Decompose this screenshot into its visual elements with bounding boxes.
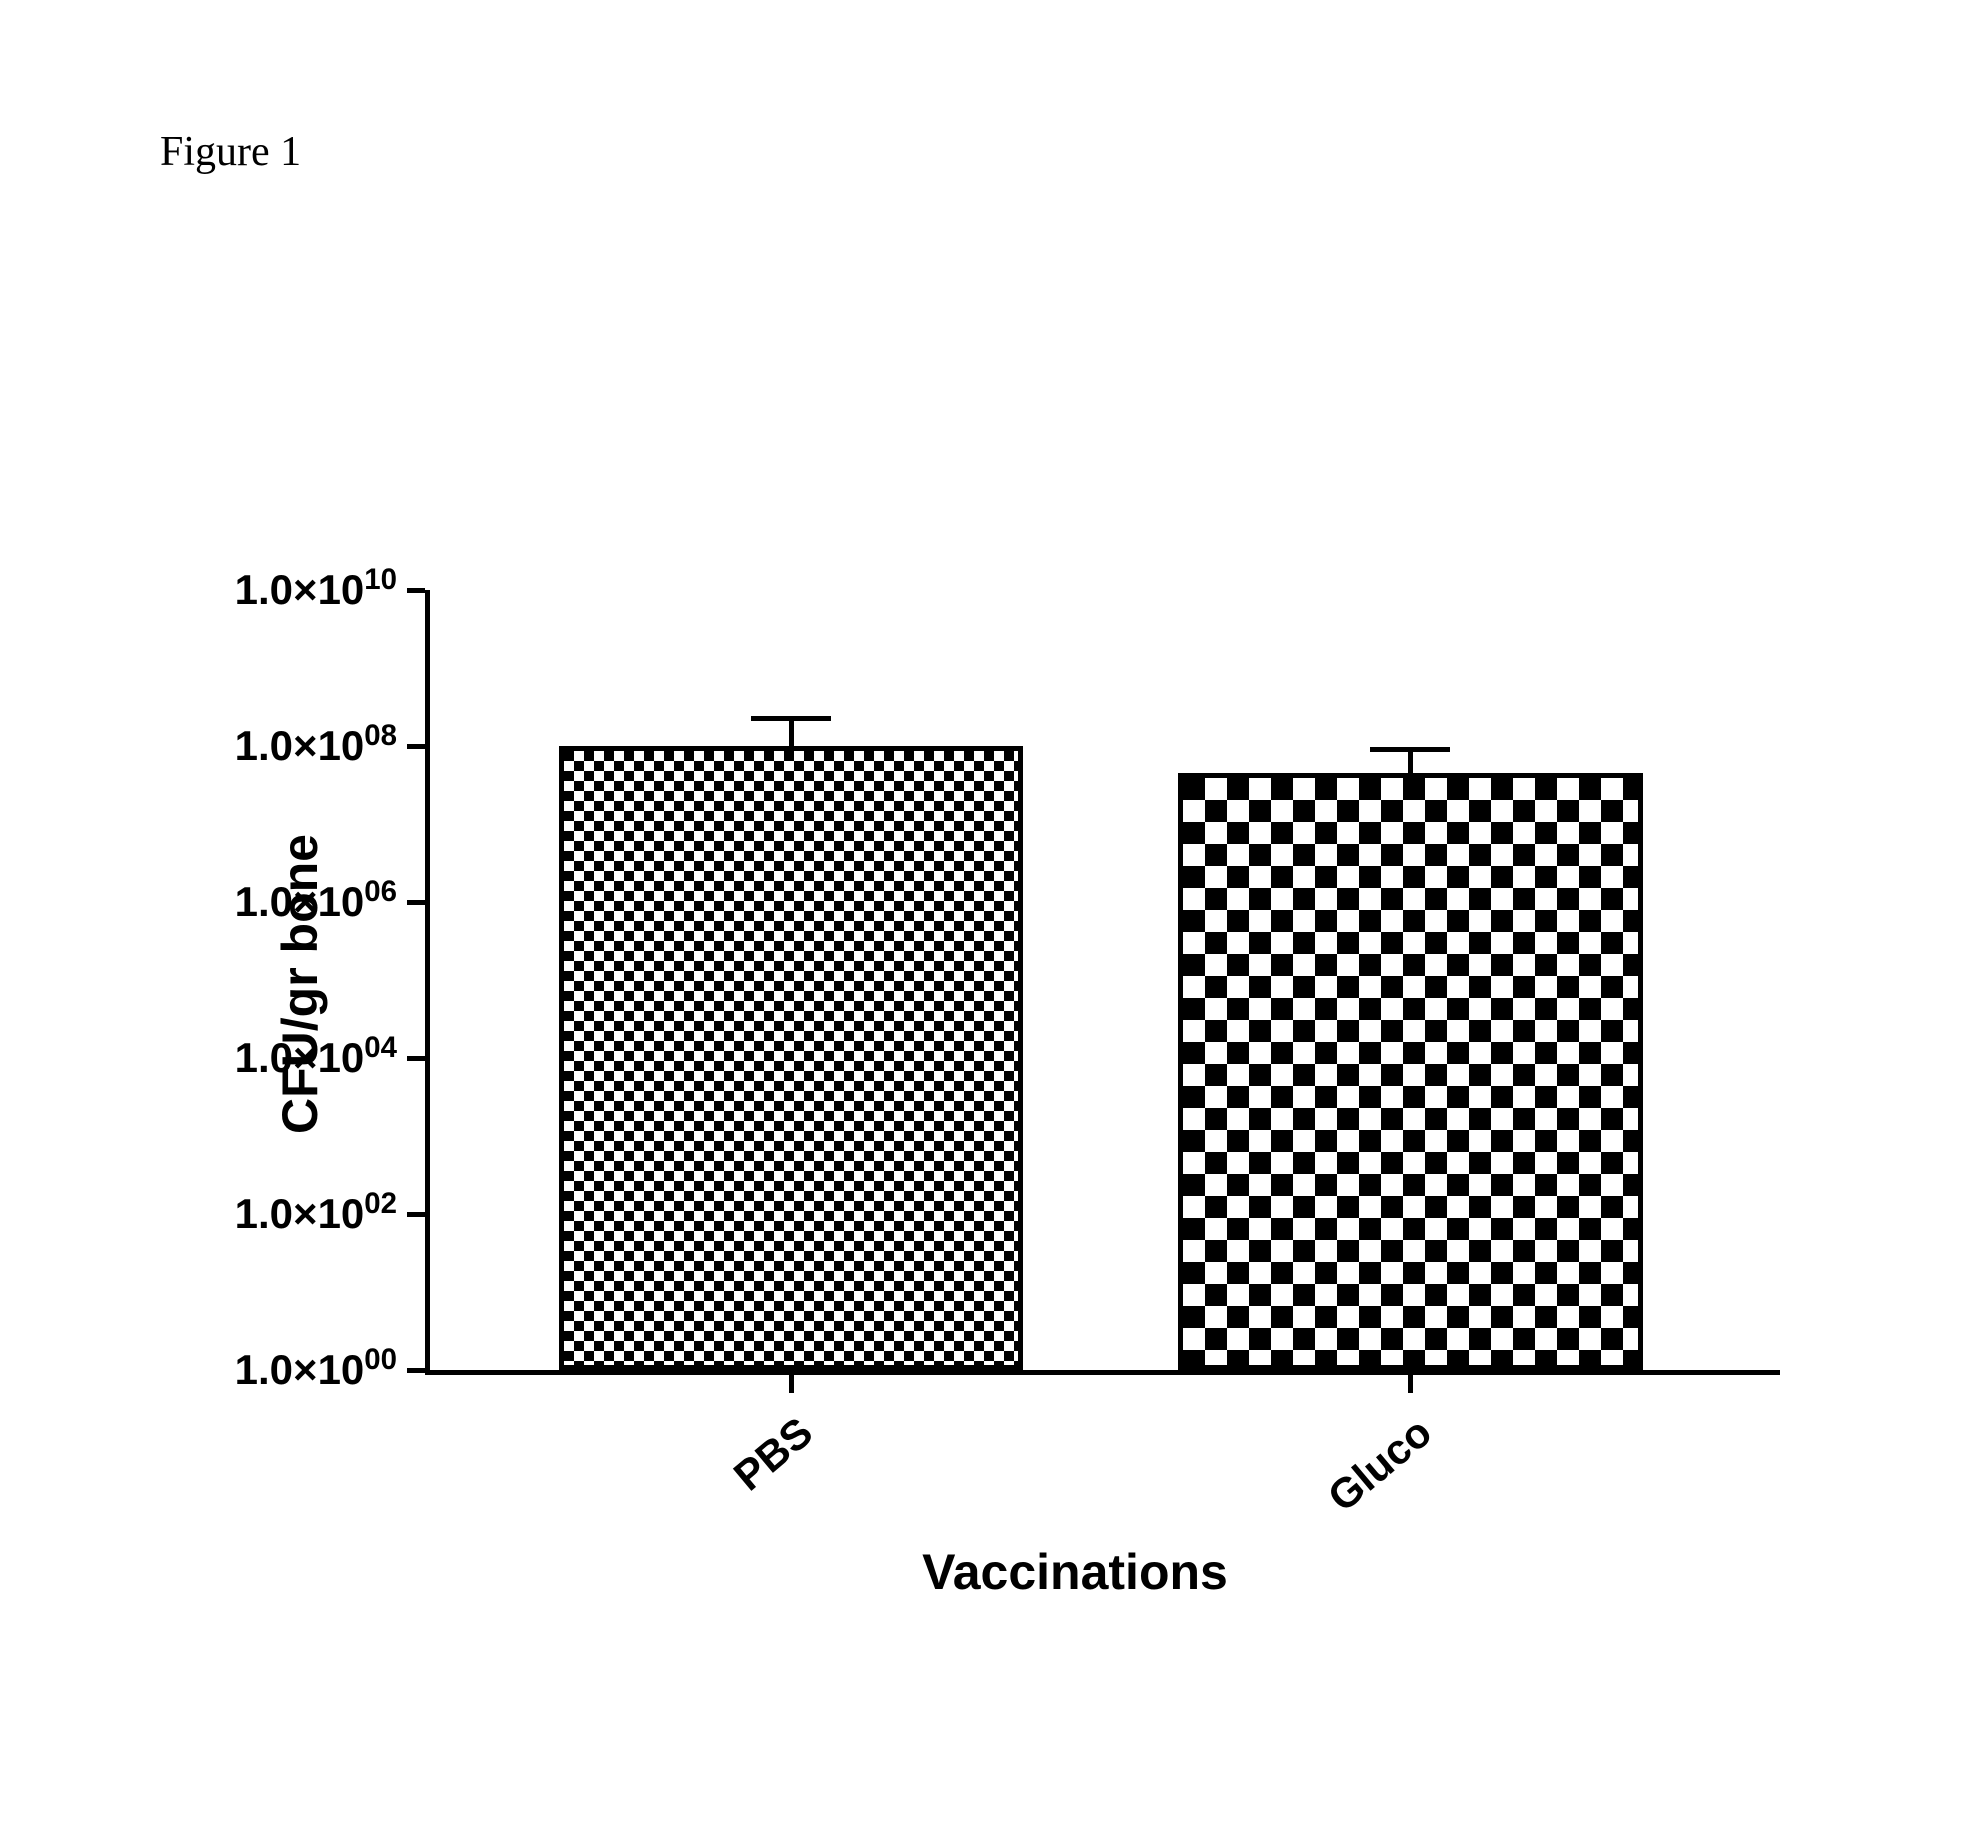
y-tick-label: 1.0×1010 <box>235 563 397 614</box>
y-tick <box>407 1212 425 1217</box>
bar <box>1178 773 1642 1370</box>
error-bar-line <box>1408 750 1413 773</box>
y-tick <box>407 1056 425 1061</box>
error-bar-cap <box>1370 747 1450 752</box>
y-tick-label: 1.0×1002 <box>235 1187 397 1238</box>
page: Figure 1 CFU/gr bone Vaccinations 1.0×10… <box>0 0 1979 1826</box>
bar <box>559 746 1023 1370</box>
y-tick <box>407 900 425 905</box>
y-tick-label: 1.0×1006 <box>235 875 397 926</box>
x-axis-title: Vaccinations <box>922 1543 1228 1601</box>
y-tick-label: 1.0×1008 <box>235 719 397 770</box>
error-bar-cap <box>751 716 831 721</box>
y-tick-label: 1.0×1000 <box>235 1343 397 1394</box>
y-tick <box>407 588 425 593</box>
x-tick <box>789 1375 794 1393</box>
error-bar-line <box>789 719 794 746</box>
x-category-label: PBS <box>725 1408 822 1500</box>
y-tick <box>407 1368 425 1373</box>
x-axis-line <box>425 1370 1780 1375</box>
x-category-label: Gluco <box>1319 1408 1441 1521</box>
y-tick <box>407 744 425 749</box>
y-axis-line <box>425 590 430 1375</box>
y-tick-label: 1.0×1004 <box>235 1031 397 1082</box>
chart: CFU/gr bone Vaccinations 1.0×10001.0×100… <box>0 0 1979 1826</box>
x-tick <box>1408 1375 1413 1393</box>
